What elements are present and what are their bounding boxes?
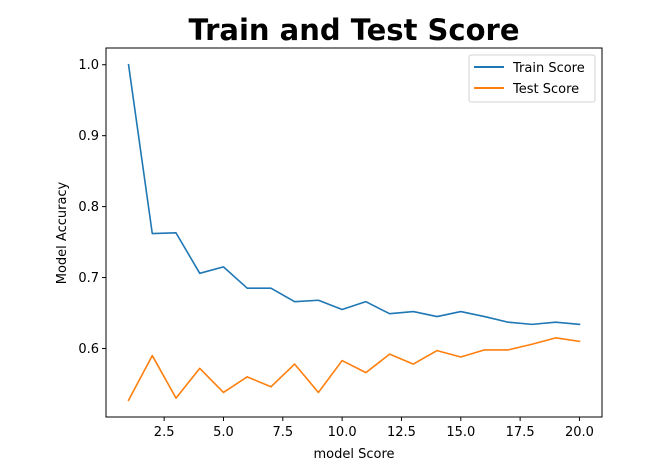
y-tick-label: 0.9: [78, 129, 99, 144]
x-tick-label: 10.0: [328, 425, 357, 440]
y-tick-label: 0.7: [78, 271, 99, 286]
legend-label-train-score: Train Score: [512, 61, 585, 76]
y-axis-label: Model Accuracy: [55, 181, 70, 284]
x-tick-label: 5.0: [213, 425, 234, 440]
chart-title: Train and Test Score: [188, 13, 519, 47]
x-tick-label: 7.5: [272, 425, 293, 440]
x-tick-label: 20.0: [565, 425, 594, 440]
x-tick-label: 2.5: [154, 425, 175, 440]
legend: Train Score Test Score: [468, 54, 596, 103]
plot-area: [105, 47, 603, 418]
x-axis-label: model Score: [313, 447, 394, 462]
y-tick-label: 0.6: [78, 342, 99, 357]
plot-frame: [105, 47, 603, 418]
series-layer: [127, 63, 581, 402]
series-line-train-score: [127, 63, 581, 326]
x-tick-label: 12.5: [387, 425, 416, 440]
y-axis-ticks: 0.6 0.7 0.8 0.9 1.0: [78, 58, 106, 357]
legend-label-test-score: Test Score: [512, 82, 579, 97]
x-tick-label: 15.0: [446, 425, 475, 440]
series-line-test-score: [127, 337, 581, 402]
x-axis-ticks: 2.5 5.0 7.5 10.0 12.5 15.0 17.5 20.0: [154, 417, 594, 440]
y-tick-label: 0.8: [78, 200, 99, 215]
y-tick-label: 1.0: [78, 58, 99, 73]
x-tick-label: 17.5: [506, 425, 535, 440]
